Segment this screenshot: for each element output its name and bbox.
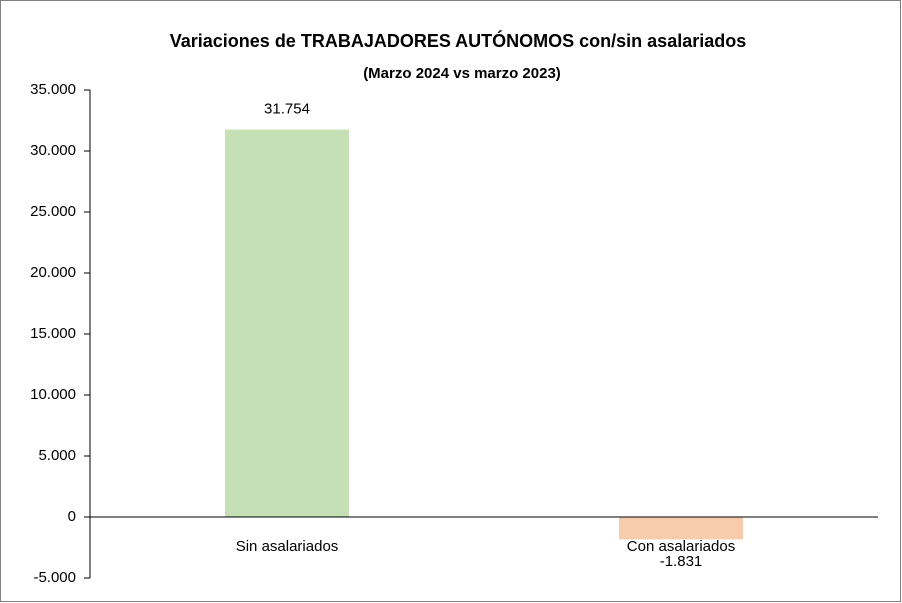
y-tick-label: 15.000 (30, 325, 76, 342)
x-tick-label: Sin asalariados (236, 538, 339, 555)
y-tick-label: 30.000 (30, 142, 76, 159)
y-tick-label: 25.000 (30, 203, 76, 220)
chart-title: Variaciones de TRABAJADORES AUTÓNOMOS co… (170, 30, 746, 51)
x-tick-label: Con asalariados (627, 538, 735, 555)
y-tick-label: 10.000 (30, 386, 76, 403)
y-tick-label: 5.000 (38, 447, 76, 464)
y-tick-label: -5.000 (33, 569, 76, 586)
y-tick-label: 35.000 (30, 81, 76, 98)
value-label: -1.831 (660, 553, 703, 570)
chart-subtitle: (Marzo 2024 vs marzo 2023) (363, 65, 561, 82)
value-label: 31.754 (264, 101, 310, 118)
bar (225, 129, 349, 517)
y-tick-label: 0 (68, 508, 76, 525)
y-tick-label: 20.000 (30, 264, 76, 281)
bar (619, 517, 743, 540)
